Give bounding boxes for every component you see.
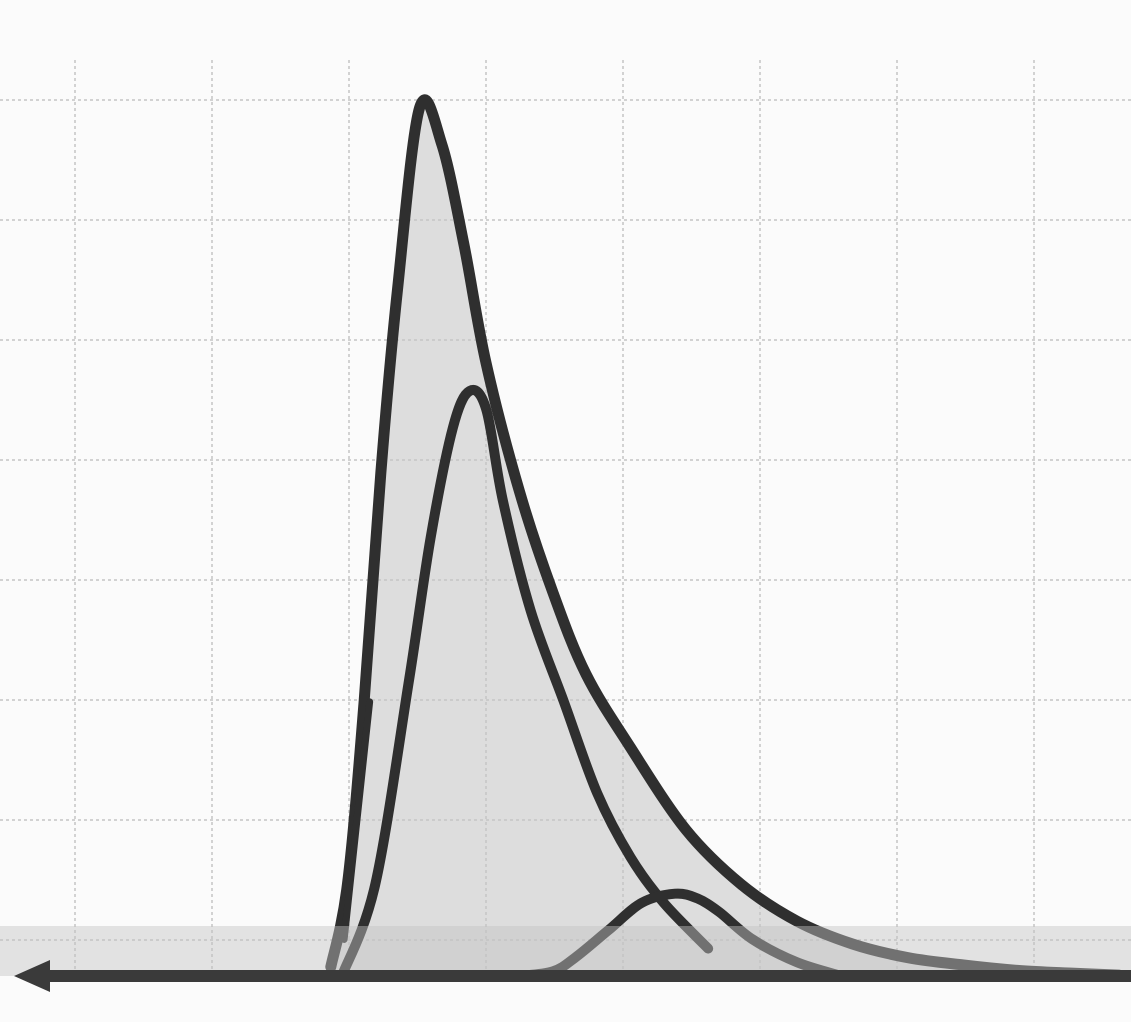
x-axis-arrowhead <box>14 960 50 992</box>
shaded-area <box>330 99 1119 976</box>
series-marker-stroke <box>340 698 374 943</box>
baseline-band <box>0 926 1131 976</box>
series-lines <box>325 94 1125 981</box>
x-axis <box>0 926 1131 992</box>
series-line-3 <box>514 888 847 981</box>
series-line-2 <box>336 385 714 981</box>
series-line-1 <box>325 94 1125 981</box>
area-under-series-1 <box>330 99 1119 976</box>
